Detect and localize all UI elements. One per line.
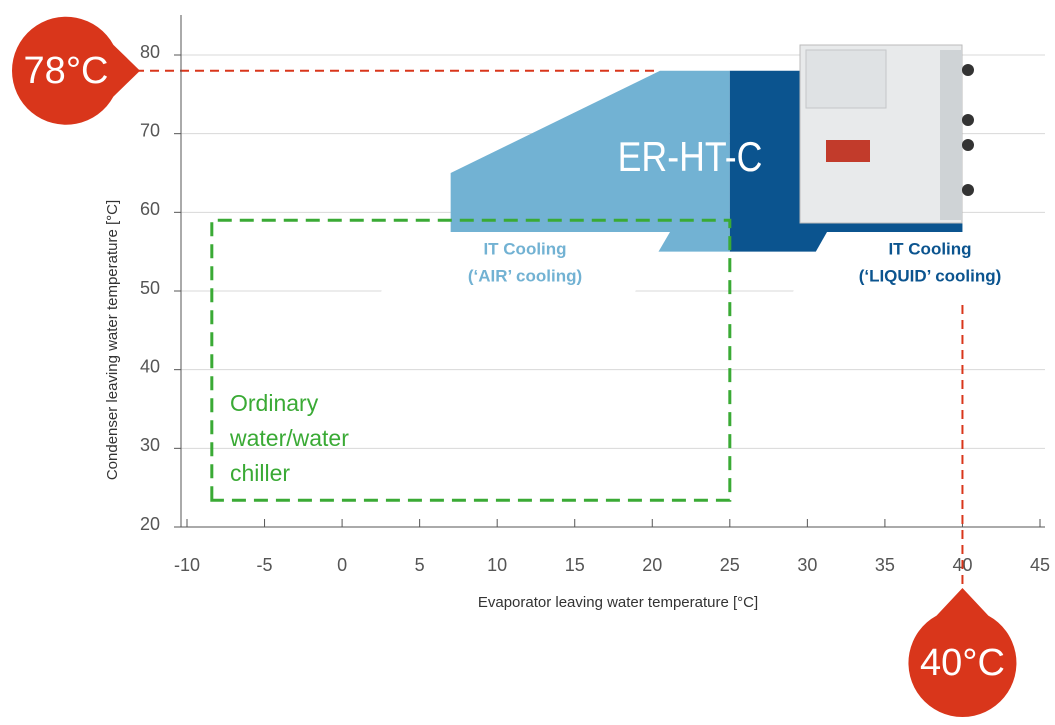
chiller-pipe [962,64,974,76]
y-tick-label: 50 [140,278,160,298]
chiller-pipe [962,184,974,196]
y-axis-title: Condenser leaving water temperature [°C] [104,200,121,480]
y-tick-label: 70 [140,120,160,140]
region-label: (‘AIR’ cooling) [468,266,582,285]
x-tick-label: 5 [415,555,425,575]
x-axis-title: Evaporator leaving water temperature [°C… [478,594,758,611]
x-tick-label: 30 [797,555,817,575]
region-label: IT Cooling [888,239,971,258]
region-label: water/water [229,425,349,451]
marker-label: 78°C [24,50,109,92]
chart: Condenser leaving water temperature [°C]… [0,0,1055,725]
y-tick-label: 60 [140,199,160,219]
x-tick-label: 0 [337,555,347,575]
x-tick-label: -5 [257,555,273,575]
x-tick-label: 20 [642,555,662,575]
x-tick-label: -10 [174,555,200,575]
region-label: (‘LIQUID’ cooling) [859,266,1002,285]
chiller-pipe [962,114,974,126]
x-tick-label: 15 [565,555,585,575]
region-label: chiller [230,460,290,486]
chiller-side [940,50,962,220]
x-tick-label: 45 [1030,555,1050,575]
y-tick-label: 80 [140,42,160,62]
product-label: ER-HT-C [618,134,763,180]
region-label: Ordinary [230,390,319,416]
y-tick-label: 30 [140,435,160,455]
marker-label: 40°C [920,642,1005,684]
chiller-logo [826,140,870,162]
y-tick-label: 20 [140,514,160,534]
x-tick-label: 25 [720,555,740,575]
y-tick-label: 40 [140,356,160,376]
x-tick-label: 35 [875,555,895,575]
chiller-pipe [962,139,974,151]
chiller-panel [806,50,886,108]
x-tick-label: 10 [487,555,507,575]
region-label: IT Cooling [483,239,566,258]
